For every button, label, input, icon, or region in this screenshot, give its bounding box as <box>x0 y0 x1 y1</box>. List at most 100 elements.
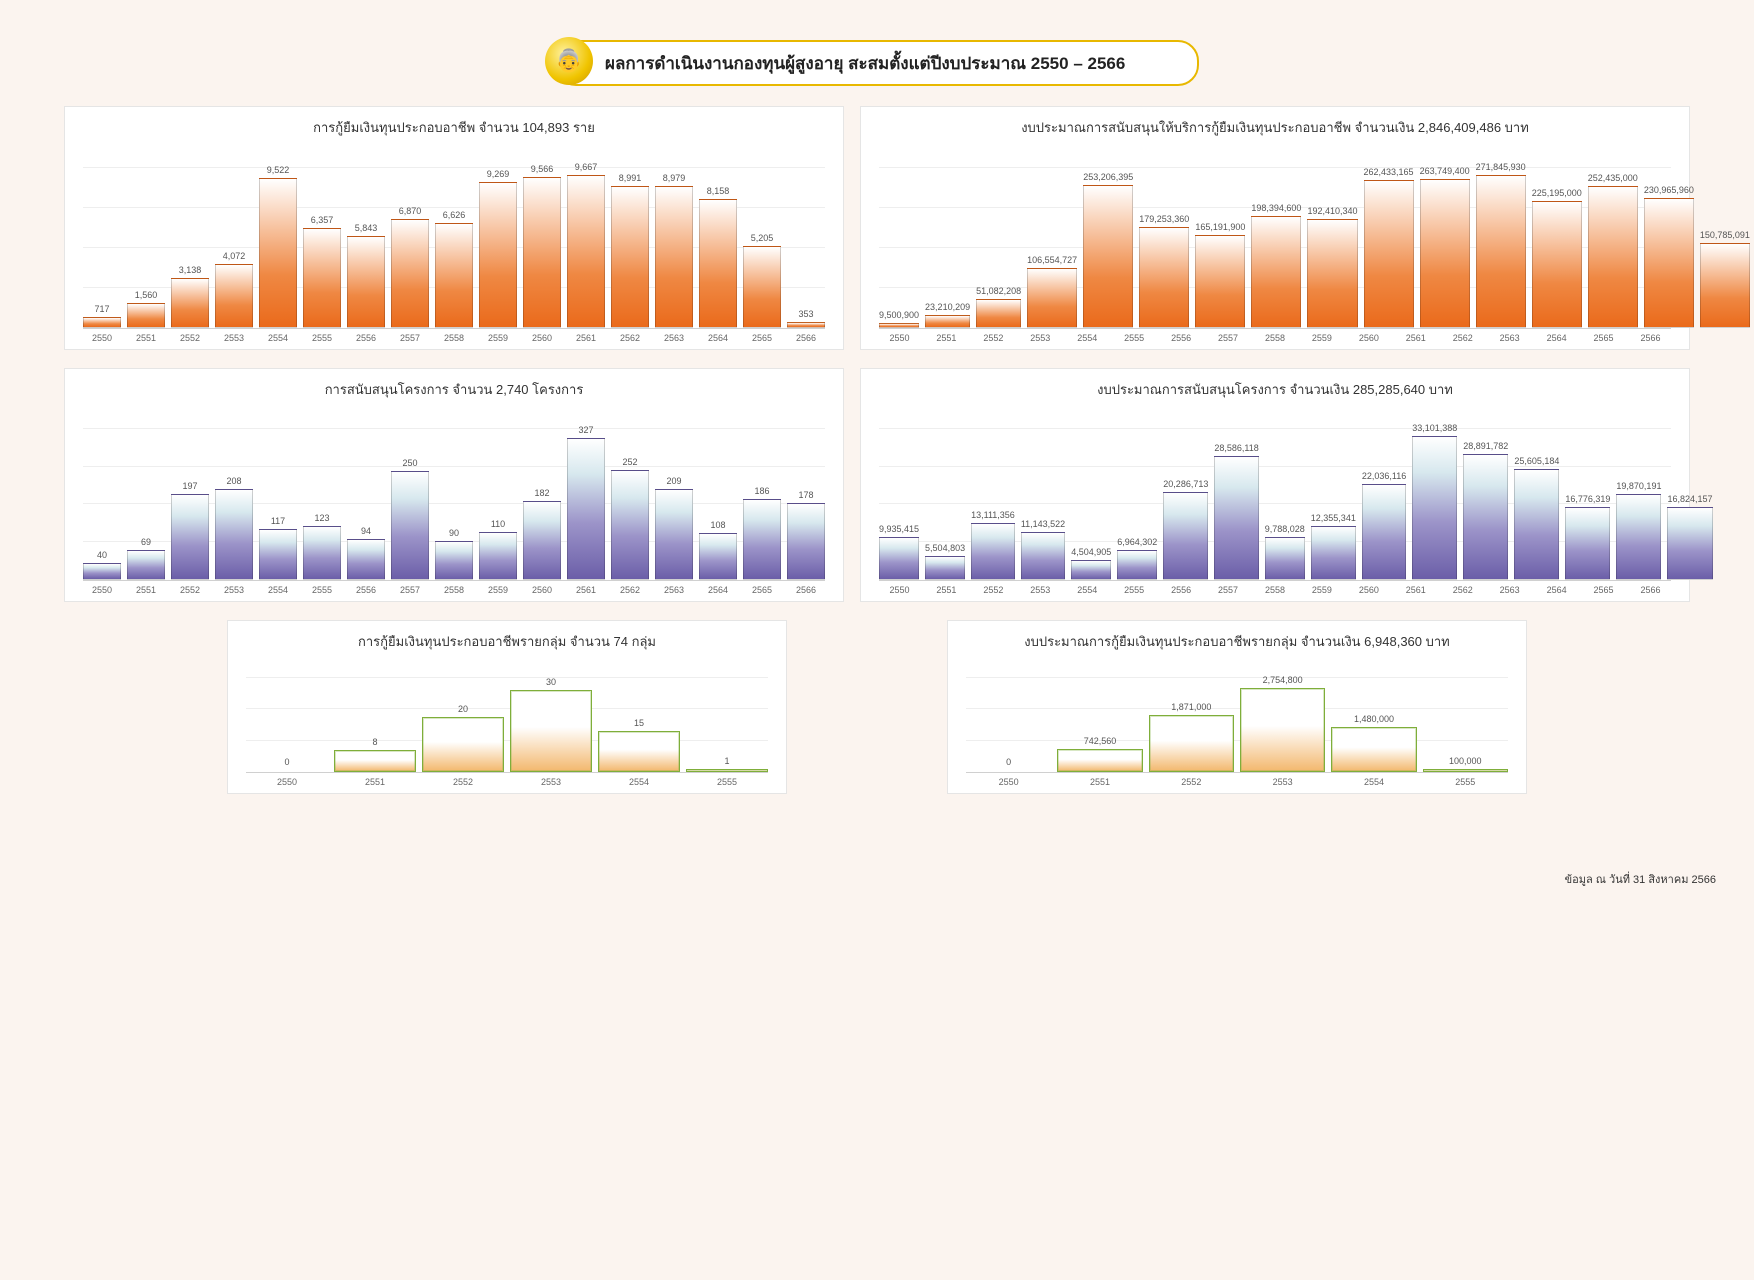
bar-col: 12,355,341 <box>1311 513 1356 580</box>
bar-col: 1 <box>686 756 768 772</box>
bar <box>1251 216 1301 328</box>
bar <box>1616 494 1661 580</box>
bar <box>523 177 561 328</box>
x-tick: 2551 <box>334 777 416 787</box>
bar-col: 198,394,600 <box>1251 203 1301 328</box>
bar-col: 252 <box>611 457 649 580</box>
bar-value-label: 9,788,028 <box>1265 524 1305 534</box>
bar-col: 4,504,905 <box>1071 547 1111 580</box>
bar-value-label: 742,560 <box>1084 736 1117 746</box>
bar-value-label: 6,964,302 <box>1117 537 1157 547</box>
bar-col: 5,843 <box>347 223 385 328</box>
x-tick: 2556 <box>347 585 385 595</box>
bar-col: 13,111,356 <box>971 510 1015 580</box>
x-tick: 2561 <box>1395 585 1436 595</box>
bar-value-label: 0 <box>284 757 289 767</box>
chart-group-loan-count: การกู้ยืมเงินทุนประกอบอาชีพรายกลุ่ม จำนว… <box>227 620 787 794</box>
title-banner: 👵 ผลการดำเนินงานกองทุนผู้สูงอายุ สะสมตั้… <box>555 40 1199 86</box>
x-tick: 2566 <box>1630 585 1671 595</box>
x-tick: 2553 <box>215 585 253 595</box>
x-tick: 2558 <box>435 585 473 595</box>
bar-col: 3,138 <box>171 265 209 328</box>
bar <box>655 489 693 580</box>
bar <box>1311 526 1356 580</box>
x-tick: 2563 <box>655 333 693 343</box>
bar <box>567 175 605 328</box>
bar-value-label: 179,253,360 <box>1139 214 1189 224</box>
bar <box>971 523 1015 580</box>
bar <box>1057 749 1142 772</box>
bar-col: 20,286,713 <box>1163 479 1208 580</box>
bar <box>1644 198 1694 328</box>
chart-title: งบประมาณการกู้ยืมเงินทุนประกอบอาชีพรายกล… <box>966 631 1508 652</box>
bars-area: 9,935,4155,504,80313,111,35611,143,5224,… <box>879 410 1671 581</box>
bar <box>598 731 680 772</box>
bar-col: 40 <box>83 550 121 580</box>
bar-value-label: 23,210,209 <box>925 302 970 312</box>
x-tick: 2555 <box>303 333 341 343</box>
x-tick: 2554 <box>598 777 680 787</box>
x-tick: 2550 <box>246 777 328 787</box>
bar-value-label: 20 <box>458 704 468 714</box>
bar-value-label: 106,554,727 <box>1027 255 1077 265</box>
x-tick: 2553 <box>1020 585 1061 595</box>
bar-col: 197 <box>171 481 209 580</box>
x-tick: 2554 <box>1067 333 1108 343</box>
bar-col: 250 <box>391 458 429 580</box>
bar <box>1265 537 1305 580</box>
bar-value-label: 8,158 <box>707 186 730 196</box>
bar <box>1565 507 1610 580</box>
bar <box>127 550 165 580</box>
x-tick: 2551 <box>127 333 165 343</box>
x-tick: 2556 <box>1161 585 1202 595</box>
bar <box>1412 436 1457 580</box>
bar-col: 179,253,360 <box>1139 214 1189 328</box>
bar <box>1083 185 1133 328</box>
x-tick: 2565 <box>1583 333 1624 343</box>
x-tick: 2550 <box>83 585 121 595</box>
bar <box>1420 179 1470 328</box>
bar-value-label: 19,870,191 <box>1616 481 1661 491</box>
x-tick: 2560 <box>1348 585 1389 595</box>
bar-col: 22,036,116 <box>1362 471 1406 580</box>
x-tick: 2558 <box>1255 333 1296 343</box>
bar <box>391 471 429 580</box>
bar-col: 25,605,184 <box>1514 456 1559 580</box>
x-tick: 2560 <box>523 585 561 595</box>
bar-col: 1,480,000 <box>1331 714 1416 772</box>
x-tick: 2552 <box>973 585 1014 595</box>
bar <box>171 278 209 328</box>
bar <box>879 537 919 580</box>
bar-col: 33,101,388 <box>1412 423 1457 580</box>
x-tick: 2557 <box>391 333 429 343</box>
bar-value-label: 9,269 <box>487 169 510 179</box>
bars-area: 0742,5601,871,0002,754,8001,480,000100,0… <box>966 662 1508 773</box>
x-tick: 2565 <box>743 333 781 343</box>
x-tick: 2555 <box>1114 585 1155 595</box>
x-tick: 2563 <box>1489 585 1530 595</box>
bar-col: 117 <box>259 516 297 580</box>
chart-title: การกู้ยืมเงินทุนประกอบอาชีพ จำนวน 104,89… <box>83 117 825 138</box>
x-tick: 2564 <box>1536 333 1577 343</box>
bar-value-label: 13,111,356 <box>971 510 1015 520</box>
bar-value-label: 9,935,415 <box>879 524 919 534</box>
bar <box>1362 484 1406 580</box>
x-tick: 2552 <box>422 777 504 787</box>
bar <box>347 236 385 328</box>
bar-col: 742,560 <box>1057 736 1142 772</box>
bar <box>303 526 341 580</box>
bar <box>686 769 768 772</box>
x-tick: 2562 <box>611 333 649 343</box>
x-tick: 2556 <box>347 333 385 343</box>
bar-value-label: 230,965,960 <box>1644 185 1694 195</box>
bar-col: 8 <box>334 737 416 772</box>
bar-value-label: 51,082,208 <box>976 286 1021 296</box>
x-tick: 2561 <box>567 585 605 595</box>
bar-col: 225,195,000 <box>1532 188 1582 328</box>
bar-col: 5,205 <box>743 233 781 328</box>
bar-col: 209 <box>655 476 693 580</box>
bar <box>1423 769 1508 772</box>
bar <box>479 182 517 328</box>
x-tick: 2552 <box>1149 777 1234 787</box>
bar <box>334 750 416 772</box>
